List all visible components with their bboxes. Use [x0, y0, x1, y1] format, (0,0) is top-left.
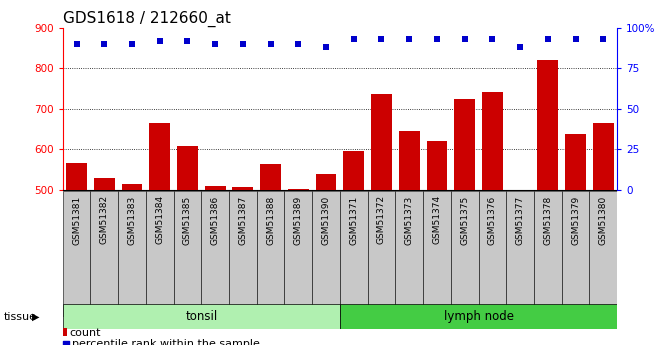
Bar [593, 123, 614, 190]
Bar [399, 131, 420, 190]
Bar [565, 134, 586, 190]
Point [321, 44, 331, 50]
Text: GSM51387: GSM51387 [238, 195, 248, 245]
Bar [315, 174, 337, 190]
Point [182, 38, 193, 43]
Bar [482, 92, 503, 190]
Text: GSM51380: GSM51380 [599, 195, 608, 245]
Text: GSM51390: GSM51390 [321, 195, 331, 245]
Bar [177, 146, 198, 190]
Point [459, 36, 470, 42]
Text: count: count [69, 328, 101, 337]
Bar [284, 191, 312, 317]
Text: GSM51385: GSM51385 [183, 195, 192, 245]
Text: percentile rank within the sample: percentile rank within the sample [72, 339, 260, 345]
Text: GSM51376: GSM51376 [488, 195, 497, 245]
Bar [149, 123, 170, 190]
Text: tonsil: tonsil [185, 310, 217, 323]
Bar [94, 178, 115, 190]
Text: GSM51377: GSM51377 [515, 195, 525, 245]
Bar [506, 191, 534, 317]
Text: GSM51378: GSM51378 [543, 195, 552, 245]
Point [210, 41, 220, 47]
Bar [260, 164, 281, 190]
Text: lymph node: lymph node [444, 310, 513, 323]
Point [238, 41, 248, 47]
Text: GSM51382: GSM51382 [100, 195, 109, 244]
Bar [423, 191, 451, 317]
Bar [201, 191, 229, 317]
Point [376, 36, 387, 42]
Text: ▶: ▶ [32, 312, 39, 322]
Text: GSM51388: GSM51388 [266, 195, 275, 245]
Point [99, 41, 110, 47]
Bar [90, 191, 118, 317]
Bar [371, 95, 392, 190]
Bar [343, 151, 364, 190]
Bar [118, 191, 146, 317]
Bar [426, 141, 447, 190]
Bar [454, 99, 475, 190]
Point [269, 279, 279, 284]
Bar [229, 191, 257, 317]
Bar [537, 60, 558, 190]
Point [515, 44, 525, 50]
Bar [288, 189, 309, 190]
Point [404, 36, 414, 42]
Bar [232, 187, 253, 190]
Bar [340, 304, 617, 329]
Text: GSM51375: GSM51375 [460, 195, 469, 245]
Bar [63, 304, 340, 329]
Point [71, 41, 82, 47]
Bar [63, 191, 90, 317]
Text: GSM51386: GSM51386 [211, 195, 220, 245]
Bar [205, 186, 226, 190]
Bar [174, 191, 201, 317]
Text: GSM51379: GSM51379 [571, 195, 580, 245]
Point [293, 41, 304, 47]
Bar [312, 191, 340, 317]
Point [348, 36, 359, 42]
Bar [368, 191, 395, 317]
Point [487, 36, 498, 42]
Bar [478, 191, 506, 317]
Bar [340, 191, 368, 317]
Bar [395, 191, 423, 317]
Bar [63, 328, 67, 336]
Text: GSM51383: GSM51383 [127, 195, 137, 245]
Text: GSM51372: GSM51372 [377, 195, 386, 244]
Bar [257, 191, 284, 317]
Bar [562, 191, 589, 317]
Point [432, 36, 442, 42]
Point [127, 41, 137, 47]
Point [265, 41, 276, 47]
Bar [589, 191, 617, 317]
Text: GDS1618 / 212660_at: GDS1618 / 212660_at [63, 10, 230, 27]
Text: GSM51371: GSM51371 [349, 195, 358, 245]
Text: GSM51374: GSM51374 [432, 195, 442, 244]
Point [154, 38, 165, 43]
Text: GSM51381: GSM51381 [72, 195, 81, 245]
Point [598, 36, 609, 42]
Bar [534, 191, 562, 317]
Text: tissue: tissue [3, 312, 36, 322]
Bar [121, 185, 143, 190]
Text: GSM51373: GSM51373 [405, 195, 414, 245]
Bar [66, 164, 87, 190]
Point [570, 36, 581, 42]
Text: GSM51384: GSM51384 [155, 195, 164, 244]
Bar [451, 191, 478, 317]
Point [543, 36, 553, 42]
Text: GSM51389: GSM51389 [294, 195, 303, 245]
Bar [146, 191, 174, 317]
